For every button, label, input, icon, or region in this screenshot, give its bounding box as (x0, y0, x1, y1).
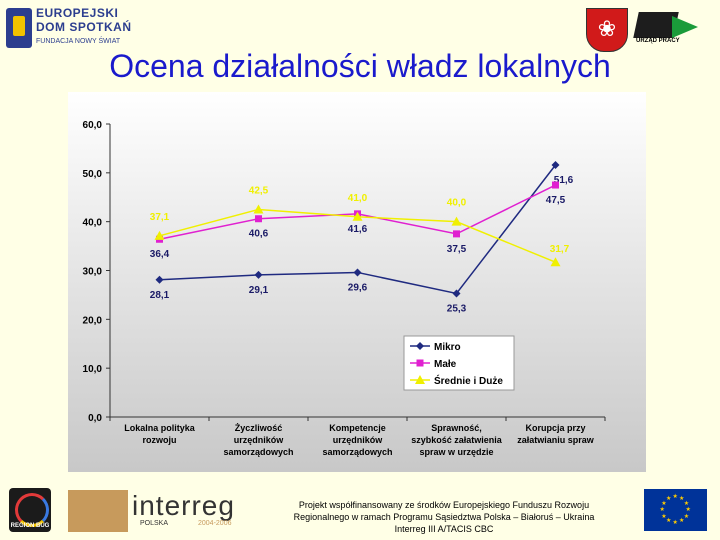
shield-logo-icon (6, 8, 32, 48)
data-label: 41,0 (348, 193, 368, 204)
data-point (254, 270, 263, 279)
x-category-label: szybkość załatwienia (411, 435, 503, 445)
x-category-label: załatwianiu spraw (517, 435, 595, 445)
urzad-label: URZĄD PRACY (636, 38, 680, 44)
y-tick-label: 60,0 (83, 120, 103, 131)
legend-marker (416, 342, 424, 350)
data-point (353, 268, 362, 277)
data-label: 47,5 (546, 195, 566, 206)
logo-text-line2: DOM SPOTKAŃ (36, 20, 132, 34)
eu-flag-icon: ★ ★ ★ ★ ★ ★ ★ ★ ★ ★ ★ ★ (644, 489, 707, 531)
data-label: 40,6 (249, 229, 269, 240)
y-tick-label: 0,0 (88, 413, 102, 424)
coat-of-arms-icon: ❀ (586, 8, 628, 52)
data-label: 31,7 (550, 244, 570, 255)
x-category-label: Sprawność, (431, 423, 482, 433)
data-point (452, 289, 461, 298)
data-label: 37,1 (150, 212, 170, 223)
logo-text-line3: FUNDACJA NOWY ŚWIAT (36, 38, 121, 45)
legend-label: Średnie i Duże (434, 374, 503, 387)
data-label: 36,4 (150, 249, 170, 260)
legend-marker (415, 375, 425, 384)
ring-logo-icon (15, 493, 49, 527)
eu-star-icon: ★ (685, 507, 691, 513)
funding-note-line2: Regionalnego w ramach Programu Sąsiedztw… (293, 512, 595, 522)
data-point (550, 257, 561, 267)
x-category-label: Życzliwość (235, 423, 283, 433)
interreg-logo: interreg POLSKA 2004-2006 (68, 490, 240, 532)
data-point (352, 211, 363, 221)
y-tick-label: 20,0 (83, 315, 103, 326)
data-point (155, 275, 164, 284)
x-category-label: Lokalna polityka (124, 423, 196, 433)
data-label: 51,6 (554, 175, 574, 186)
data-point (451, 216, 462, 226)
data-point (154, 230, 165, 240)
data-label: 42,5 (249, 185, 269, 196)
legend-label: Małe (434, 359, 457, 370)
eu-star-icon: ★ (679, 518, 685, 525)
region-bug-text: REGION BUG (10, 523, 50, 529)
data-label: 25,3 (447, 303, 467, 314)
page-title: Ocena działalności władz lokalnych (109, 48, 611, 84)
funding-note-line3: Interreg III A/TACIS CBC (394, 524, 494, 534)
x-category-label: spraw w urzędzie (419, 447, 493, 457)
y-tick-label: 40,0 (83, 218, 103, 229)
eu-star-icon: ★ (659, 507, 665, 513)
interreg-years: 2004-2006 (198, 520, 232, 527)
data-label: 37,5 (447, 244, 467, 255)
eu-star-icon: ★ (666, 495, 672, 502)
chart-frame: 0,0 10,0 20,0 30,0 40,0 50,0 60,0 Lokalna polit… (68, 92, 646, 472)
data-point (253, 204, 264, 214)
eu-star-icon: ★ (666, 518, 672, 525)
logo-text-line1: EUROPEJSKI (36, 6, 119, 20)
line-chart: 0,0 10,0 20,0 30,0 40,0 50,0 60,0 Lokalna polit… (83, 120, 606, 457)
x-category-label: Kompetencje (329, 423, 386, 433)
x-category-label: urzędników (333, 435, 384, 445)
data-label: 29,1 (249, 285, 269, 296)
legend-marker (416, 359, 424, 367)
region-bug-logo: REGION BUG (9, 488, 51, 532)
europejski-dom-spotkan-logo: EUROPEJSKI DOM SPOTKAŃ FUNDACJA NOWY ŚWI… (6, 6, 131, 52)
x-category-label: Korupcja przy (525, 423, 585, 433)
eu-star-icon: ★ (683, 513, 690, 520)
x-category-label: rozwoju (143, 435, 177, 445)
eu-star-icon: ★ (679, 495, 685, 502)
x-category-label: urzędników (234, 435, 285, 445)
x-category-label: samorządowych (322, 447, 392, 457)
x-category-label: samorządowych (223, 447, 293, 457)
y-tick-label: 30,0 (83, 267, 103, 278)
interreg-block-icon (68, 490, 128, 532)
eu-star-icon: ★ (672, 520, 678, 526)
eu-star-icon: ★ (683, 500, 690, 507)
data-point (453, 230, 460, 238)
interreg-word: interreg (132, 490, 235, 521)
interreg-sub: POLSKA (140, 520, 169, 527)
data-point (255, 215, 262, 223)
eu-star-icon: ★ (672, 494, 678, 500)
y-tick-label: 50,0 (83, 169, 103, 180)
data-label: 28,1 (150, 290, 170, 301)
eu-star-icon: ★ (661, 513, 667, 520)
legend-label: Mikro (434, 342, 461, 353)
data-label: 40,0 (447, 198, 467, 209)
y-tick-label: 10,0 (83, 364, 103, 375)
funding-note: Projekt współfinansowany ze środków Euro… (268, 499, 620, 535)
data-point (551, 161, 560, 170)
data-label: 29,6 (348, 282, 368, 293)
urzad-pracy-logo: URZĄD PRACY (633, 12, 712, 48)
funding-note-line1: Projekt współfinansowany ze środków Euro… (298, 500, 590, 510)
data-label: 41,6 (348, 224, 368, 235)
arrow-right-icon (672, 16, 698, 38)
data-point (552, 181, 559, 189)
eu-star-icon: ★ (661, 500, 667, 507)
